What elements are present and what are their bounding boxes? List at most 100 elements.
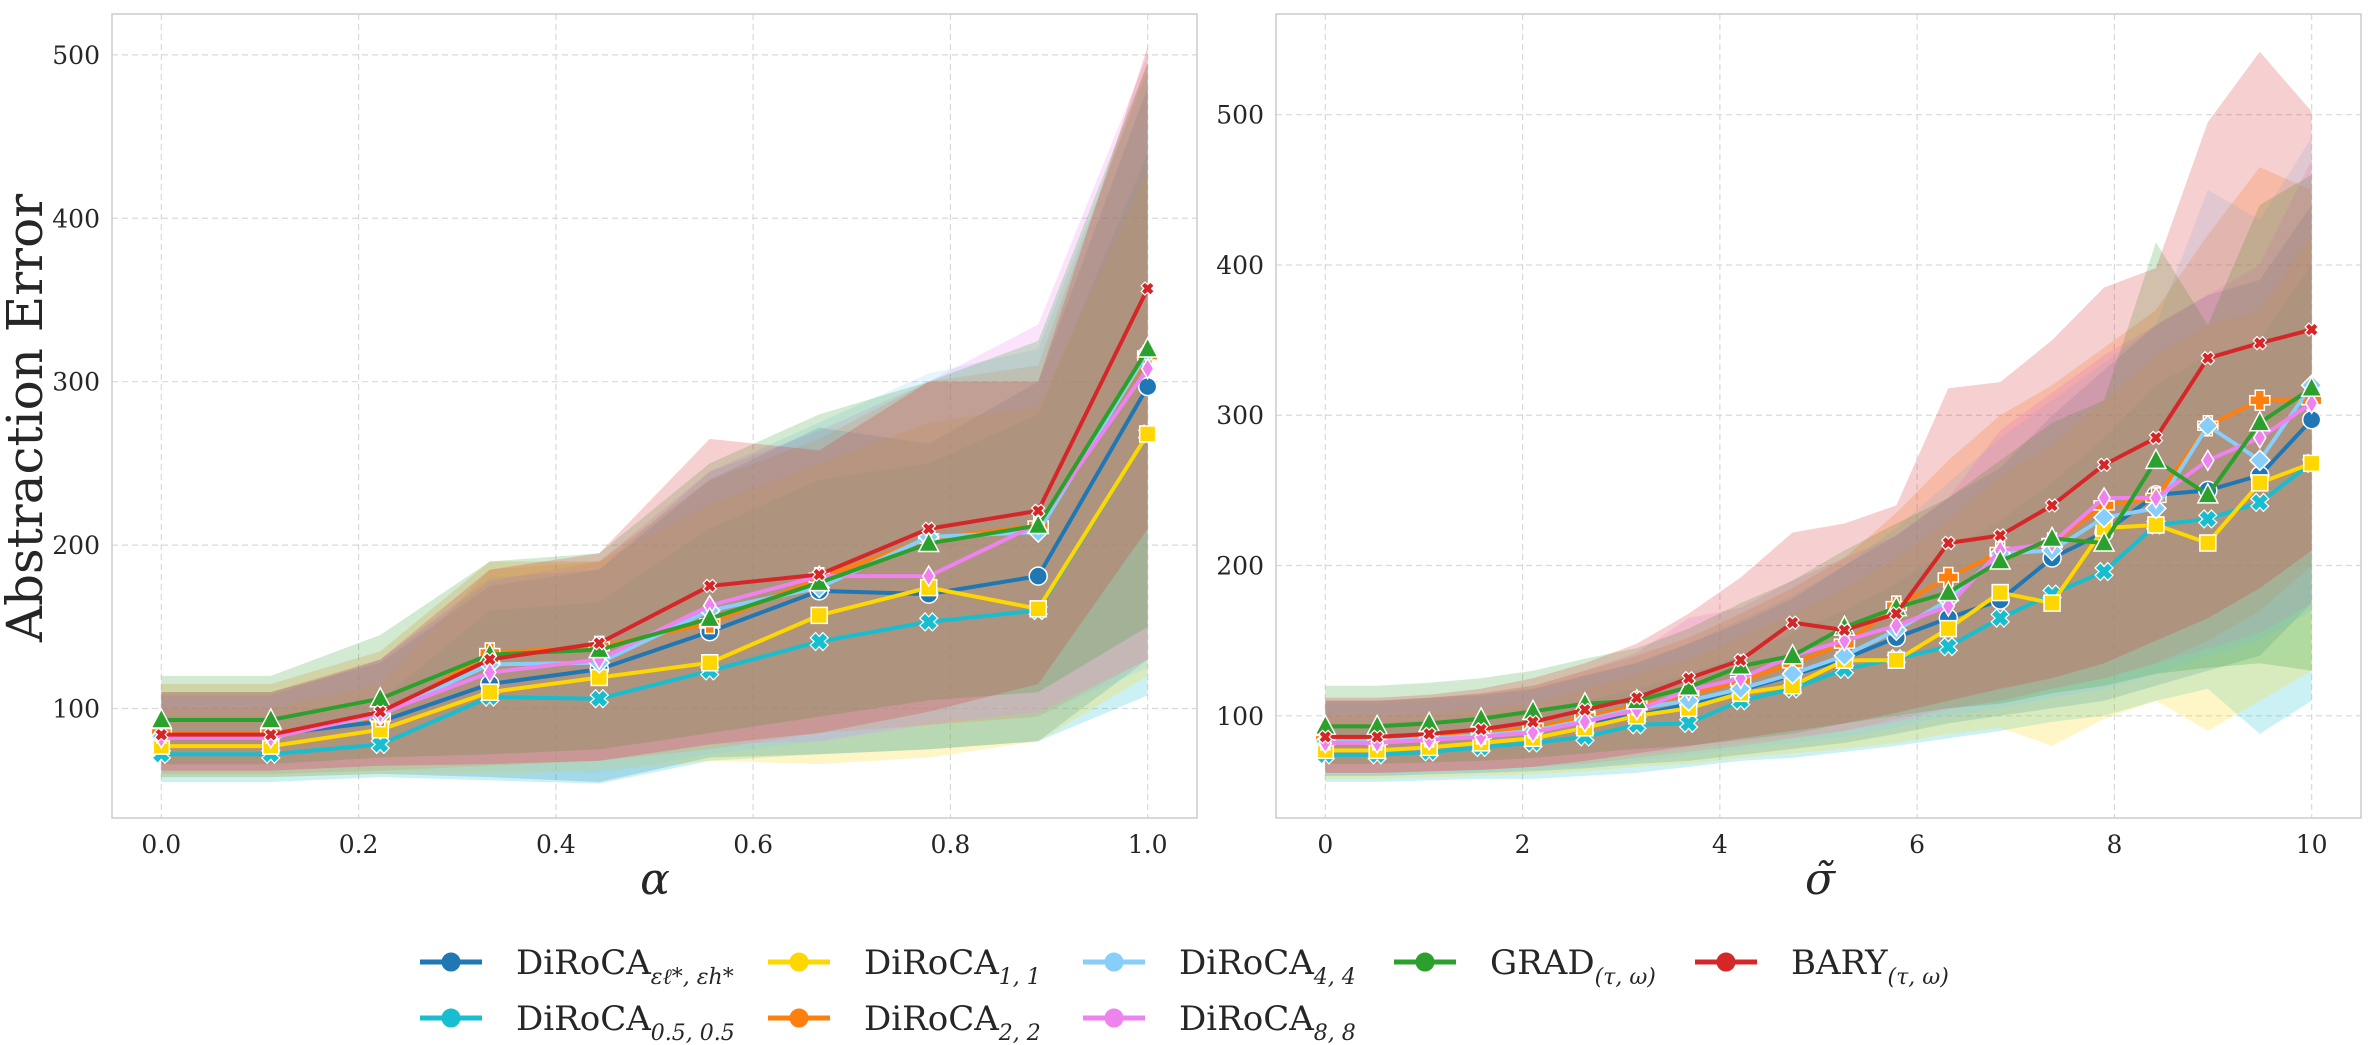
confidence-band-diroca_eps <box>161 87 1148 783</box>
confidence-band-diroca_eps <box>1325 204 2312 776</box>
x-tick-label: 1.0 <box>1128 830 1168 859</box>
legend-marker <box>1716 952 1736 972</box>
legend-marker <box>789 952 809 972</box>
data-point <box>1992 528 2008 543</box>
data-point <box>481 683 499 701</box>
confidence-band-diroca_05 <box>1325 264 2312 782</box>
data-point <box>2148 430 2164 446</box>
data-point <box>589 688 610 709</box>
x-axis-label-right: σ̃ <box>1805 854 1837 905</box>
y-tick-label: 500 <box>52 41 100 70</box>
x-tick-label: 6 <box>1909 830 1925 859</box>
series-line-grad <box>161 347 1150 722</box>
data-point <box>2197 509 2218 529</box>
data-point <box>2200 448 2215 472</box>
series-line-diroca_88 <box>1325 401 2313 745</box>
series-line-diroca_11 <box>161 432 1150 749</box>
y-tick-label: 400 <box>1216 251 1264 280</box>
data-point <box>1138 425 1157 443</box>
data-point <box>2196 482 2220 504</box>
data-point <box>1833 644 1856 667</box>
data-point <box>2040 525 2064 548</box>
y-tick-label: 200 <box>52 531 100 560</box>
legend-label: DiRoCAεℓ*, εh* <box>516 943 734 990</box>
data-point <box>702 578 718 594</box>
series-line-grad <box>1325 386 2313 729</box>
data-point <box>482 652 498 667</box>
data-point <box>150 707 173 729</box>
legend-marker <box>789 1008 809 1028</box>
y-tick-label: 100 <box>52 695 100 724</box>
x-tick-label: 0 <box>1317 830 1333 859</box>
data-point <box>2043 594 2061 612</box>
data-point <box>1991 583 2009 602</box>
legend-marker <box>1104 1008 1124 1028</box>
legend-label: GRAD(τ, ω) <box>1490 943 1656 990</box>
series-line-diroca_eps <box>161 385 1150 737</box>
data-point <box>2196 414 2219 437</box>
data-point <box>2251 474 2269 492</box>
data-point <box>698 606 721 628</box>
data-point <box>2094 561 2114 582</box>
x-tick-label: 4 <box>1712 830 1728 859</box>
data-point <box>1988 548 2012 570</box>
legend-marker <box>1415 952 1435 972</box>
legend-item-diroca_eps: DiRoCAεℓ*, εh* <box>420 943 734 990</box>
data-point <box>2092 530 2116 552</box>
legend-label-sub: 1, 1 <box>999 965 1041 990</box>
legend-label-sub: 4, 4 <box>1313 965 1356 990</box>
legend-label-sub: εℓ*, εh* <box>651 965 734 990</box>
legend-label-sub: (τ, ω) <box>1595 965 1656 990</box>
data-point <box>369 686 392 708</box>
confidence-band-grad <box>1325 174 2312 764</box>
data-point <box>1026 512 1050 535</box>
legend-label: DiRoCA4, 4 <box>1179 943 1356 990</box>
data-point <box>1887 651 1906 669</box>
legend-label-main: DiRoCA <box>864 943 999 983</box>
y-axis-label: Abstraction Error <box>0 194 54 643</box>
data-point <box>2097 486 2111 510</box>
series-line-bary <box>161 287 1150 737</box>
confidence-band-bary <box>1325 51 2312 773</box>
legend-label-sub: (τ, ω) <box>1888 965 1949 990</box>
data-point <box>1028 566 1048 586</box>
confidence-band-diroca_11 <box>1325 234 2312 779</box>
confidence-band-grad <box>161 63 1148 765</box>
data-point <box>1990 608 2011 628</box>
series-markers-grad <box>150 336 1159 729</box>
confidence-band-bary <box>161 46 1148 771</box>
series-line-bary <box>1325 327 2313 739</box>
legend-item-diroca_11: DiRoCA1, 1 <box>768 943 1041 990</box>
data-point <box>1781 643 1804 665</box>
x-tick-label: 0.4 <box>536 830 576 859</box>
x-tick-label: 0.6 <box>733 830 773 859</box>
legend-label: DiRoCA2, 2 <box>864 999 1041 1045</box>
data-point <box>1837 622 1852 638</box>
legend-marker <box>441 952 461 972</box>
data-point <box>2144 447 2168 470</box>
data-point <box>2200 350 2216 366</box>
data-point <box>2096 457 2112 473</box>
confidence-band-diroca_44 <box>1325 137 2312 776</box>
data-point <box>1677 674 1700 697</box>
x-tick-label: 0.2 <box>339 830 379 859</box>
legend-label-main: DiRoCA <box>1179 999 1314 1039</box>
legend-label-sub: 2, 2 <box>998 1021 1041 1045</box>
series-markers-bary <box>1317 322 2320 745</box>
confidence-band-diroca_22 <box>1325 167 2312 773</box>
legend-label: DiRoCA0.5, 0.5 <box>516 999 735 1045</box>
data-point <box>2248 410 2272 432</box>
data-point <box>700 654 719 672</box>
legend-label-main: GRAD <box>1490 943 1595 983</box>
data-point <box>2252 335 2268 351</box>
data-point <box>2249 389 2271 411</box>
x-tick-label: 8 <box>2106 830 2122 859</box>
legend-item-diroca_88: DiRoCA8, 8 <box>1083 999 1356 1045</box>
data-point <box>1939 619 1958 638</box>
data-point <box>2249 492 2270 513</box>
y-tick-label: 500 <box>1216 101 1264 130</box>
y-tick-label: 400 <box>52 204 100 233</box>
data-point <box>1030 503 1046 519</box>
data-point <box>2302 454 2321 473</box>
